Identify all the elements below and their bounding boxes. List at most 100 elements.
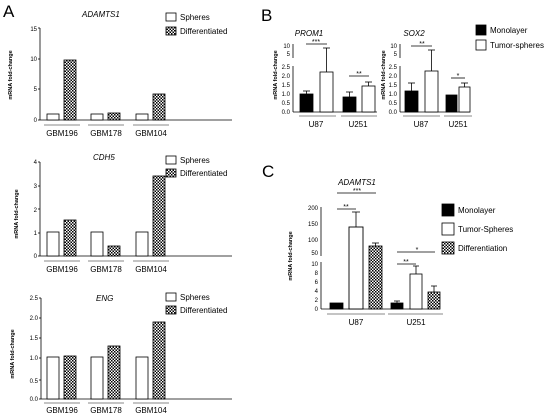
y-axis-label: mRNA fold-change [10,329,16,378]
bar-monolayer-u87 [329,302,344,310]
y-tick-label: 5 [287,52,291,58]
bar-differentiated-gbm196 [63,59,77,121]
bar-spheres-gbm196 [46,231,60,257]
y-tick-label: 0 [315,307,319,313]
legend-label: Differentiated [180,306,227,315]
y-axis-label: mRNA fold-change [273,50,279,99]
y-tick-label: 15 [30,27,37,33]
x-tick-label: U251 [448,120,468,129]
y-tick-label: 1.5 [389,83,398,89]
bar-monolayer-u87 [404,90,419,113]
y-tick-label: 200 [308,206,319,212]
bar-spheres-gbm196 [46,356,60,400]
y-axis-label: mRNA fold-change [8,50,14,99]
bar-differentiated-gbm104 [152,93,166,121]
y-tick-label: 2.0 [282,74,291,80]
bar-monolayer-u251 [342,96,357,113]
legend-label: Spheres [180,156,210,165]
bar-tumor-spheres-u87 [348,226,364,310]
y-tick-label: 8 [315,271,319,277]
y-tick-label: 4 [315,289,319,295]
x-tick-label: GBM196 [46,129,78,138]
y-tick-label: 2.5 [389,65,398,71]
y-tick-label: 10 [283,44,290,50]
legend-label: Tumor-Spheres [458,225,513,234]
x-tick-label: GBM104 [135,406,167,414]
legend-swatch-differentiated [165,26,177,36]
y-tick-label: 5 [34,87,38,93]
y-tick-label: 0 [34,254,38,260]
x-tick-label: GBM178 [90,406,122,414]
y-tick-label: 0.5 [30,379,39,385]
bar-differentiation-u87 [368,245,383,310]
y-tick-label: 2 [315,298,319,304]
bar-tumor-spheres-u251 [409,273,423,310]
legend-label: Differentiation [458,244,507,253]
chart-title: ADAMTS1 [337,178,376,187]
y-tick-label: 0 [34,118,38,124]
x-tick-label: U251 [348,120,368,129]
bar-tumor-spheres-u251 [458,86,471,113]
y-tick-label: 1.0 [30,356,39,362]
x-tick-label: GBM104 [135,129,167,138]
y-tick-label: 0.5 [282,101,291,107]
significance-label: * [457,73,460,80]
bar-differentiated-gbm104 [152,175,166,257]
y-tick-label: 10 [30,57,37,63]
bar-spheres-gbm178 [90,231,104,257]
chart-b-prom1: PROM1 mRNA fold-change 10 5 2.5 2.0 1.5 … [273,29,377,129]
x-tick-label: GBM178 [90,129,122,138]
legend-swatch-tumor-spheres [475,39,487,51]
legend-swatch-spheres [165,12,177,22]
y-axis-label: mRNA fold-change [14,189,20,238]
bar-monolayer-u251 [390,302,404,310]
x-tick-label: U87 [414,120,429,129]
legend-swatch-tumor-spheres [441,222,455,236]
significance-label: ** [343,204,349,211]
chart-a-adamts1: ADAMTS1 mRNA fold-change 0 5 10 15 GBM19… [8,10,232,138]
y-tick-label: 0.0 [30,397,39,403]
x-tick-label: GBM196 [46,406,78,414]
bar-spheres-gbm178 [90,356,104,400]
y-tick-label: 0.0 [282,110,291,116]
y-tick-label: 2.5 [282,65,291,71]
x-tick-label: U87 [309,120,324,129]
bar-tumor-spheres-u251 [361,85,376,113]
bar-tumor-spheres-u87 [424,70,439,113]
legend-swatch-monolayer [475,24,487,36]
bar-differentiated-gbm178 [107,345,121,400]
significance-label: * [416,247,419,254]
bar-spheres-gbm104 [135,231,149,257]
bar-differentiated-gbm104 [152,321,166,400]
x-tick-label: GBM104 [135,265,167,274]
panel-letter-b: B [261,6,272,25]
legend-label: Differentiated [180,169,227,178]
chart-title: ADAMTS1 [81,10,120,19]
legend-label: Tumor-spheres [490,41,544,50]
y-tick-label: 0.5 [389,101,398,107]
chart-c-adamts1: ADAMTS1 mRNA fold-change 200 150 100 50 … [288,178,443,327]
panel-letter-a: A [3,2,15,21]
y-tick-label: 1.5 [30,336,39,342]
y-axis-label: mRNA fold-change [381,50,387,99]
legend-label: Spheres [180,13,210,22]
y-tick-label: 3 [34,184,38,190]
bar-differentiation-u251 [427,291,441,310]
bar-monolayer-u87 [299,93,314,113]
bar-spheres-gbm178 [90,113,104,121]
y-tick-label: 10 [311,262,318,268]
legend-swatch-spheres [165,292,177,302]
significance-label: ** [356,71,362,78]
bar-differentiated-gbm196 [63,219,77,257]
chart-title: CDH5 [93,153,115,162]
y-tick-label: 50 [311,251,318,257]
bar-differentiated-gbm178 [107,112,121,121]
y-tick-label: 1.0 [282,92,291,98]
bar-differentiated-gbm196 [63,355,77,400]
panel-letter-c: C [262,162,274,181]
legend-b: Monolayer Tumor-spheres [475,24,544,51]
y-tick-label: 1 [34,231,38,237]
y-tick-label: 2.0 [389,74,398,80]
y-tick-label: 6 [315,280,319,286]
